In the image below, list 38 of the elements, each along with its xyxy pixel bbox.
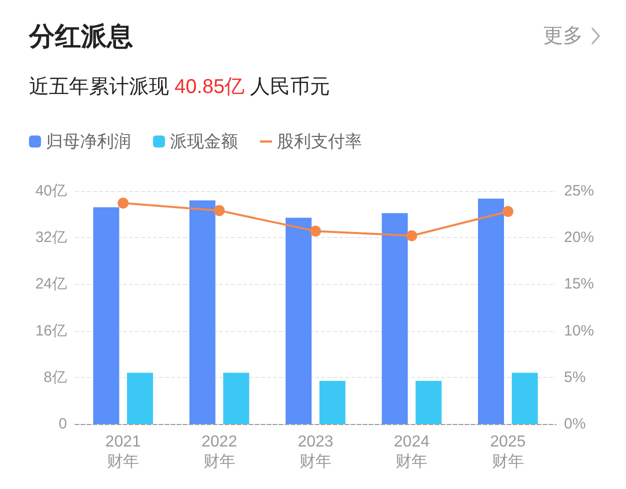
bar	[223, 372, 250, 424]
legend-label: 股利支付率	[277, 132, 362, 151]
y2-tick-label: 15%	[564, 276, 594, 293]
x-tick-label: 2022 财年	[202, 434, 238, 470]
y2-tick-label: 20%	[564, 229, 594, 246]
chart-title: 分红派息	[28, 21, 133, 51]
bar	[512, 372, 538, 424]
y-tick-label: 40亿	[35, 182, 67, 200]
x-tick-label: 2025 财年	[490, 434, 526, 470]
bar	[319, 380, 346, 424]
x-tick-label: 2021 财年	[105, 434, 141, 470]
bar	[93, 207, 120, 424]
y-tick-label: 32亿	[35, 229, 67, 246]
bar	[382, 213, 408, 424]
point	[406, 230, 418, 242]
text: 更多	[543, 22, 583, 49]
y-tick-label: 8亿	[44, 368, 67, 386]
point	[310, 226, 321, 237]
y-tick-label: 0	[58, 416, 67, 432]
y2-tick-label: 10%	[564, 322, 594, 340]
bar	[286, 218, 312, 424]
x-tick-label: 2023 财年	[298, 434, 334, 470]
legend-label: 归母净利润	[46, 132, 131, 151]
bar	[416, 380, 442, 424]
legend-label: 派现金额	[170, 132, 238, 151]
bar	[127, 372, 153, 424]
y2-tick-label: 0%	[564, 416, 586, 432]
point	[502, 206, 514, 217]
y2-tick-label: 5%	[564, 368, 586, 386]
chart-subtitle: 近五年累计派现 40.85亿 人民币元	[29, 76, 330, 98]
y-tick-label: 24亿	[35, 276, 67, 293]
bar	[189, 200, 216, 424]
y2-tick-label: 25%	[564, 182, 594, 200]
y-tick-label: 16亿	[35, 322, 67, 340]
bar	[478, 198, 504, 424]
point	[214, 205, 225, 216]
point	[118, 198, 129, 209]
x-tick-label: 2024 财年	[394, 434, 430, 470]
